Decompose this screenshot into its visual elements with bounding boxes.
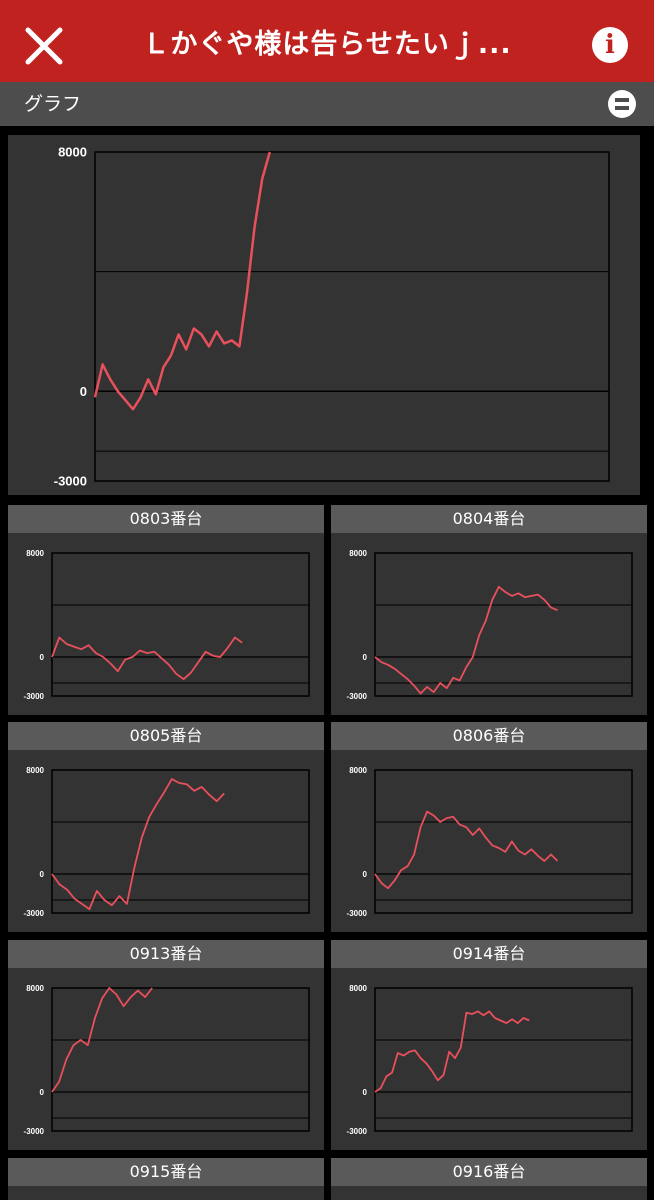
- chart-card[interactable]: 0914番台 8000 0 -3000: [331, 940, 647, 1150]
- y-tick-label: -3000: [347, 1127, 368, 1136]
- y-tick-label: 0: [80, 384, 87, 399]
- chart-card[interactable]: 0805番台 8000 0 -3000: [8, 722, 324, 932]
- y-tick-label: 0: [40, 653, 45, 662]
- section-title: グラフ: [24, 93, 82, 115]
- info-icon: i: [605, 30, 615, 60]
- card-title: 0914番台: [331, 940, 647, 968]
- plot-frame: [51, 769, 310, 914]
- y-tick-label: 8000: [349, 766, 367, 775]
- y-tick-label: 8000: [26, 549, 44, 558]
- machine-line-chart: 8000 0 -3000: [24, 549, 310, 701]
- main-line-chart: 8000 0 -3000: [54, 145, 610, 489]
- series-line: [51, 778, 225, 911]
- plot-frame: [51, 987, 310, 1132]
- plot-frame: [374, 552, 633, 697]
- series-line: [93, 151, 272, 411]
- card-title: 0804番台: [331, 505, 647, 533]
- chart-card[interactable]: 0913番台 8000 0 -3000: [8, 940, 324, 1150]
- plot-frame: [374, 987, 633, 1132]
- plot-frame: [374, 769, 633, 914]
- y-tick-label: 8000: [349, 984, 367, 993]
- card-title: 0916番台: [331, 1158, 647, 1186]
- y-tick-label: -3000: [24, 1127, 45, 1136]
- y-tick-label: 8000: [58, 145, 87, 160]
- y-tick-label: -3000: [54, 474, 87, 489]
- card-title: 0803番台: [8, 505, 324, 533]
- section-bar: グラフ: [0, 82, 654, 126]
- chart-card[interactable]: 0803番台 8000 0 -3000: [8, 505, 324, 715]
- y-tick-label: 0: [363, 653, 368, 662]
- series-line: [374, 810, 559, 890]
- y-tick-label: 0: [363, 870, 368, 879]
- page-title: Ｌかぐや様は告らせたいｊ...: [142, 29, 512, 60]
- series-line: [374, 1010, 530, 1093]
- series-line: [51, 987, 153, 1093]
- collapse-button[interactable]: [608, 90, 636, 118]
- chart-card[interactable]: 0916番台: [331, 1158, 647, 1200]
- app-header: Ｌかぐや様は告らせたいｊ... i: [0, 0, 654, 90]
- chart-card[interactable]: 0806番台 8000 0 -3000: [331, 722, 647, 932]
- plot-frame: [51, 552, 310, 697]
- collapse-icon: [615, 98, 629, 102]
- series-line: [51, 636, 243, 681]
- card-title: 0913番台: [8, 940, 324, 968]
- close-button[interactable]: [18, 20, 70, 72]
- y-tick-label: -3000: [347, 692, 368, 701]
- close-icon: [25, 27, 63, 65]
- y-tick-label: 8000: [26, 766, 44, 775]
- machine-line-chart: 8000 0 -3000: [347, 549, 633, 701]
- main-chart-panel: 8000 0 -3000: [8, 135, 640, 495]
- y-tick-label: 8000: [26, 984, 44, 993]
- card-title: 0805番台: [8, 722, 324, 750]
- y-tick-label: 0: [40, 1088, 45, 1097]
- y-tick-label: -3000: [347, 909, 368, 918]
- y-tick-label: -3000: [24, 909, 45, 918]
- chart-card[interactable]: 0804番台 8000 0 -3000: [331, 505, 647, 715]
- machine-line-chart: 8000 0 -3000: [24, 984, 310, 1136]
- y-tick-label: 0: [40, 870, 45, 879]
- card-title: 0806番台: [331, 722, 647, 750]
- plot-frame: [94, 151, 610, 482]
- info-button[interactable]: i: [592, 27, 628, 63]
- machine-line-chart: 8000 0 -3000: [347, 984, 633, 1136]
- machine-line-chart: 8000 0 -3000: [24, 766, 310, 918]
- card-title: 0915番台: [8, 1158, 324, 1186]
- y-tick-label: -3000: [24, 692, 45, 701]
- machine-line-chart: 8000 0 -3000: [347, 766, 633, 918]
- y-tick-label: 8000: [349, 549, 367, 558]
- series-line: [374, 585, 558, 695]
- chart-card[interactable]: 0915番台: [8, 1158, 324, 1200]
- y-tick-label: 0: [363, 1088, 368, 1097]
